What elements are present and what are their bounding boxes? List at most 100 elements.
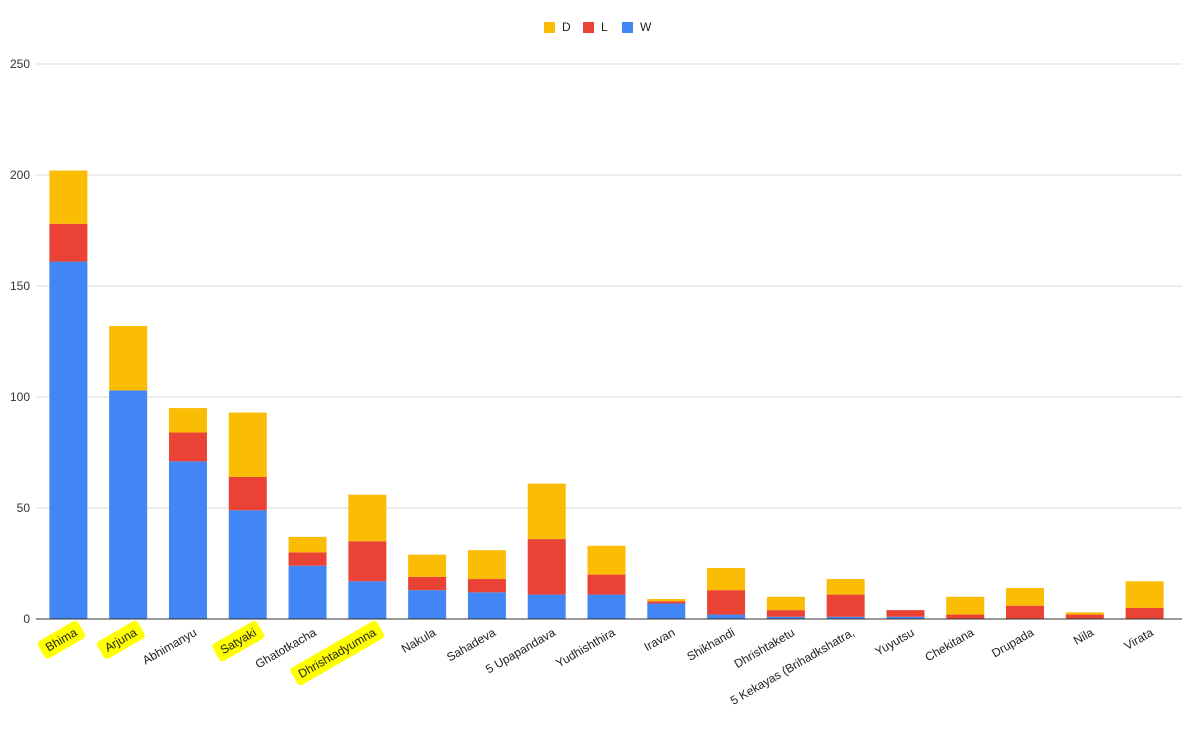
x-tick-label: Yudhishthira: [553, 625, 617, 670]
y-tick-label-50: 50: [17, 501, 31, 515]
bar-5-kekayas-brihadkshatra-l: [826, 594, 865, 617]
bar-nila-l: [1065, 614, 1104, 619]
y-tick-label-150: 150: [10, 279, 30, 293]
legend-label: L: [601, 20, 608, 34]
x-category-nakula: Nakula: [399, 625, 439, 656]
x-category-yuyutsu: Yuyutsu: [873, 625, 917, 658]
bar-nakula-l: [408, 576, 447, 591]
bar-ghatotkacha-l: [288, 552, 327, 566]
bar-nakula-w: [408, 590, 447, 619]
x-tick-label: Nakula: [399, 625, 439, 656]
highlight-marker: [290, 620, 384, 686]
bar-arjuna-d: [109, 325, 148, 391]
bar-abhimanyu-w: [168, 461, 207, 619]
bar-arjuna-w: [109, 390, 148, 619]
x-category-bhima: Bhima: [37, 620, 85, 659]
bar-5-kekayas-brihadkshatra-w: [826, 616, 865, 619]
bar-yuyutsu-w: [886, 616, 925, 619]
bar-satyaki-d: [228, 412, 267, 477]
y-tick-label-250: 250: [10, 57, 30, 71]
legend-swatch: [622, 22, 633, 33]
bar-5-kekayas-brihadkshatra-d: [826, 579, 865, 595]
highlight-marker: [37, 620, 85, 659]
x-category-sahadeva: Sahadeva: [444, 625, 498, 664]
bar-dhrishtadyumna-d: [348, 494, 387, 542]
bar-5-upapandava-d: [527, 483, 566, 540]
bar-virata-d: [1125, 581, 1164, 608]
bar-5-upapandava-l: [527, 539, 566, 595]
x-tick-label: Virata: [1122, 625, 1156, 653]
highlight-marker: [212, 621, 265, 662]
bar-abhimanyu-l: [168, 432, 207, 462]
bar-ghatotkacha-d: [288, 536, 327, 553]
bar-iravan-d: [647, 599, 686, 602]
legend-swatch: [544, 22, 555, 33]
y-axis-ticks: 0 50 100 150 200 250: [10, 57, 30, 626]
bar-yudhishthira-w: [587, 594, 626, 619]
x-tick-label: Drupada: [989, 625, 1036, 660]
legend-item-l: L: [583, 20, 608, 34]
y-tick-label-100: 100: [10, 390, 30, 404]
bar-drupada-d: [1006, 587, 1045, 606]
bar-chekitana-l: [946, 614, 985, 619]
bars: [49, 170, 1164, 619]
bar-yuyutsu-l: [886, 610, 925, 617]
bar-sahadeva-l: [467, 579, 506, 593]
bar-bhima-w: [49, 261, 88, 619]
bar-virata-l: [1125, 607, 1164, 619]
bar-satyaki-l: [228, 476, 267, 511]
bar-satyaki-w: [228, 510, 267, 619]
legend-label: W: [640, 20, 652, 34]
x-category-arjuna: Arjuna: [96, 620, 145, 659]
bar-nakula-d: [408, 554, 447, 577]
legend-item-w: W: [622, 20, 652, 34]
bar-5-upapandava-w: [527, 594, 566, 619]
bar-bhima-l: [49, 223, 88, 262]
x-tick-label: Chekitana: [923, 625, 977, 664]
bar-yudhishthira-d: [587, 545, 626, 575]
x-category-shikhandi: Shikhandi: [685, 625, 738, 663]
bar-dhrishtadyumna-w: [348, 581, 387, 619]
legend-item-d: D: [544, 20, 571, 34]
x-tick-label: Shikhandi: [685, 625, 738, 663]
bar-drupada-l: [1006, 605, 1045, 619]
bar-shikhandi-d: [707, 567, 746, 591]
x-category-virata: Virata: [1122, 625, 1156, 653]
y-tick-label-0: 0: [23, 612, 30, 626]
x-category-abhimanyu: Abhimanyu: [140, 625, 199, 667]
bar-shikhandi-l: [707, 590, 746, 615]
y-tick-label-200: 200: [10, 168, 30, 182]
x-tick-label: Iravan: [641, 625, 677, 654]
highlight-marker: [96, 620, 145, 659]
x-category-nila: Nila: [1071, 625, 1096, 648]
x-axis-category-labels: Bhima Arjuna Abhimanyu SatyakiGhatotkachaDh…: [37, 620, 1156, 708]
bar-sahadeva-d: [467, 550, 506, 580]
bar-nila-d: [1065, 612, 1104, 615]
x-category-chekitana: Chekitana: [923, 625, 977, 664]
bar-dhrishtaketu-l: [766, 610, 805, 617]
x-tick-label: Sahadeva: [444, 625, 498, 664]
x-category-iravan: Iravan: [641, 625, 677, 654]
bar-sahadeva-w: [467, 592, 506, 619]
bar-dhrishtaketu-d: [766, 596, 805, 611]
x-tick-label: Yuyutsu: [873, 625, 917, 658]
x-tick-label: Abhimanyu: [140, 625, 199, 667]
bar-ghatotkacha-w: [288, 565, 327, 619]
bar-yudhishthira-l: [587, 574, 626, 595]
bar-iravan-l: [647, 601, 686, 604]
bar-shikhandi-w: [707, 614, 746, 619]
x-category-yudhishthira: Yudhishthira: [553, 625, 617, 670]
x-category-drupada: Drupada: [989, 625, 1036, 660]
legend-label: D: [562, 20, 571, 34]
bar-chekitana-d: [946, 596, 985, 615]
bar-iravan-w: [647, 603, 686, 619]
bar-bhima-d: [49, 170, 88, 224]
legend-swatch: [583, 22, 594, 33]
bar-dhrishtaketu-w: [766, 616, 805, 619]
bar-dhrishtadyumna-l: [348, 541, 387, 582]
bar-abhimanyu-d: [168, 408, 207, 433]
x-tick-label: Nila: [1071, 625, 1096, 648]
